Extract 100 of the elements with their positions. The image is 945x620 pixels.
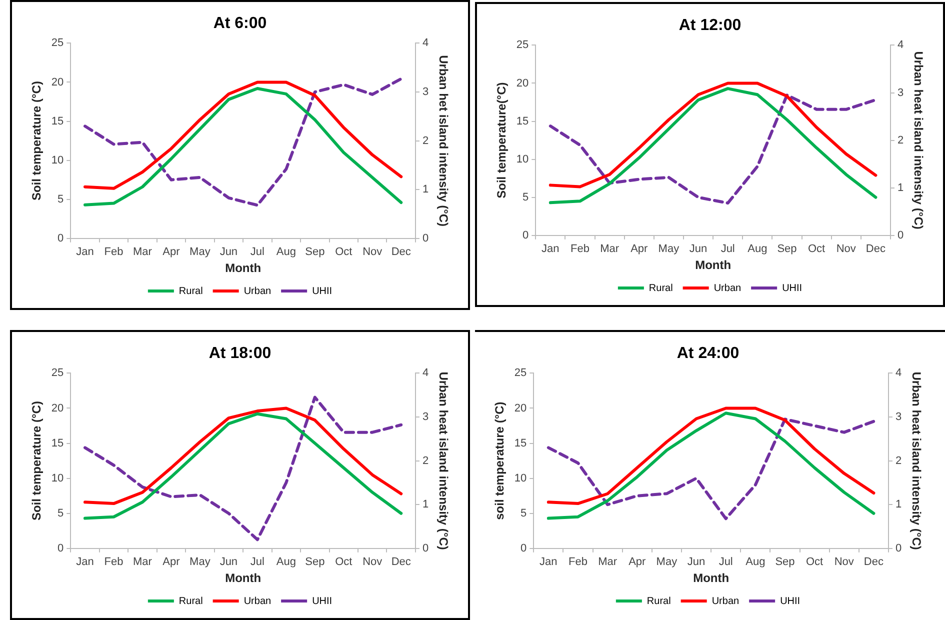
legend-label: Rural <box>648 282 673 294</box>
x-tick-label: Jun <box>220 556 238 568</box>
legend-label: Urban <box>712 596 740 607</box>
y-tick-label: 0 <box>522 229 529 242</box>
y2-tick-label: 0 <box>422 232 429 244</box>
x-tick-label: Apr <box>162 246 180 258</box>
y2-axis-title: Urban heat island intensity (°C) <box>911 51 926 230</box>
x-tick-label: Sep <box>305 246 325 258</box>
y2-axis-title: Urban heat island intensity (°C) <box>436 372 450 550</box>
legend-label: UHII <box>312 286 332 297</box>
x-tick-label: Sep <box>777 243 797 256</box>
legend-label: Rural <box>178 596 203 607</box>
x-tick-label: Feb <box>568 556 588 568</box>
line-series <box>84 396 403 542</box>
y2-tick-label: 1 <box>422 498 429 511</box>
chart-title: At 12:00 <box>678 17 742 34</box>
x-tick-label: Jul <box>720 243 735 256</box>
legend-label: UHII <box>780 596 800 607</box>
x-tick-label: Aug <box>748 243 768 256</box>
y-tick-label: 25 <box>514 367 527 380</box>
x-tick-label: May <box>658 243 680 256</box>
x-tick-label: Mar <box>598 556 618 568</box>
y2-tick-label: 4 <box>422 37 429 50</box>
x-tick-label: Oct <box>806 556 824 568</box>
y-tick-label: 15 <box>51 437 64 450</box>
x-tick-label: Mar <box>600 243 620 256</box>
x-tick-label: May <box>190 556 211 568</box>
y-tick-label: 20 <box>516 77 529 90</box>
legend-label: Urban <box>244 286 272 297</box>
y-tick-label: 25 <box>51 37 64 50</box>
y-tick-label: 0 <box>58 232 64 244</box>
y2-tick-label: 1 <box>422 184 429 196</box>
x-tick-label: Nov <box>362 246 383 258</box>
x-tick-label: Feb <box>104 246 124 258</box>
x-tick-label: Mar <box>133 246 152 258</box>
x-axis-title: Month <box>225 571 262 586</box>
x-tick-label: Dec <box>866 243 886 256</box>
chart-title: At 18:00 <box>208 345 272 362</box>
x-tick-label: Aug <box>276 246 296 258</box>
x-tick-label: Jan <box>540 556 558 568</box>
x-tick-label: Feb <box>570 243 590 256</box>
x-tick-label: Sep <box>305 556 325 568</box>
x-tick-label: Jan <box>542 243 560 256</box>
y-axis-title: soil temperature (°C) <box>492 402 507 520</box>
x-tick-label: Dec <box>391 556 412 568</box>
x-tick-label: Dec <box>391 246 412 258</box>
y2-tick-label: 2 <box>895 454 902 467</box>
y2-axis-title: Urban het island intensity (°C) <box>436 55 450 227</box>
y2-axis-title: Urban heat island intensity (°C) <box>909 372 924 550</box>
y-tick-label: 20 <box>51 76 64 88</box>
y-tick-label: 25 <box>516 39 529 52</box>
y-tick-label: 10 <box>51 154 64 166</box>
y2-tick-label: 3 <box>897 86 904 99</box>
legend-label: Rural <box>646 596 671 607</box>
y2-tick-label: 4 <box>895 367 902 380</box>
x-tick-label: Jun <box>687 556 706 568</box>
y2-tick-label: 0 <box>422 542 429 554</box>
chart-title: At 6:00 <box>213 15 267 32</box>
y-tick-label: 5 <box>522 191 529 204</box>
x-axis-title: Month <box>693 571 730 586</box>
y-axis-title: Soil temperature (°C) <box>30 81 44 201</box>
y2-tick-label: 0 <box>897 229 904 242</box>
x-tick-label: Nov <box>362 556 383 568</box>
y2-tick-label: 0 <box>895 542 902 554</box>
y2-tick-label: 2 <box>422 134 429 147</box>
x-tick-label: Feb <box>104 556 124 568</box>
x-tick-label: Jan <box>76 556 94 568</box>
y2-tick-label: 4 <box>897 39 904 52</box>
x-tick-label: Dec <box>864 556 884 568</box>
y-tick-label: 10 <box>514 472 527 484</box>
y-tick-label: 20 <box>514 402 527 414</box>
legend-label: Urban <box>244 596 272 607</box>
y-tick-label: 25 <box>51 367 64 380</box>
y-tick-label: 15 <box>516 115 529 128</box>
y-tick-label: 15 <box>514 437 527 450</box>
x-tick-label: Aug <box>276 556 296 568</box>
y-axis-title: Soil temperature (°C) <box>30 401 44 521</box>
x-tick-label: May <box>656 556 678 568</box>
y2-tick-label: 4 <box>422 367 429 380</box>
legend-label: Urban <box>714 282 742 294</box>
x-tick-label: Nov <box>834 556 854 568</box>
x-tick-label: Jun <box>689 243 708 256</box>
y-tick-label: 5 <box>520 507 527 520</box>
legend-label: UHII <box>312 596 332 607</box>
x-tick-label: Apr <box>628 556 646 568</box>
y-tick-label: 10 <box>51 472 64 484</box>
x-tick-label: Mar <box>133 556 152 568</box>
x-tick-label: Oct <box>808 243 826 256</box>
x-tick-label: Jan <box>76 246 94 258</box>
x-tick-label: Apr <box>630 243 648 256</box>
y2-tick-label: 2 <box>422 454 429 467</box>
x-tick-label: Oct <box>335 556 352 568</box>
legend-label: UHII <box>782 282 802 294</box>
x-tick-label: Jun <box>220 246 238 258</box>
y-tick-label: 0 <box>58 542 64 554</box>
x-axis-title: Month <box>695 258 732 272</box>
y-axis-title: Soil temperature(°C) <box>494 82 509 198</box>
y-tick-label: 5 <box>58 193 64 206</box>
y2-tick-label: 3 <box>895 411 902 424</box>
y2-tick-label: 1 <box>897 182 904 194</box>
